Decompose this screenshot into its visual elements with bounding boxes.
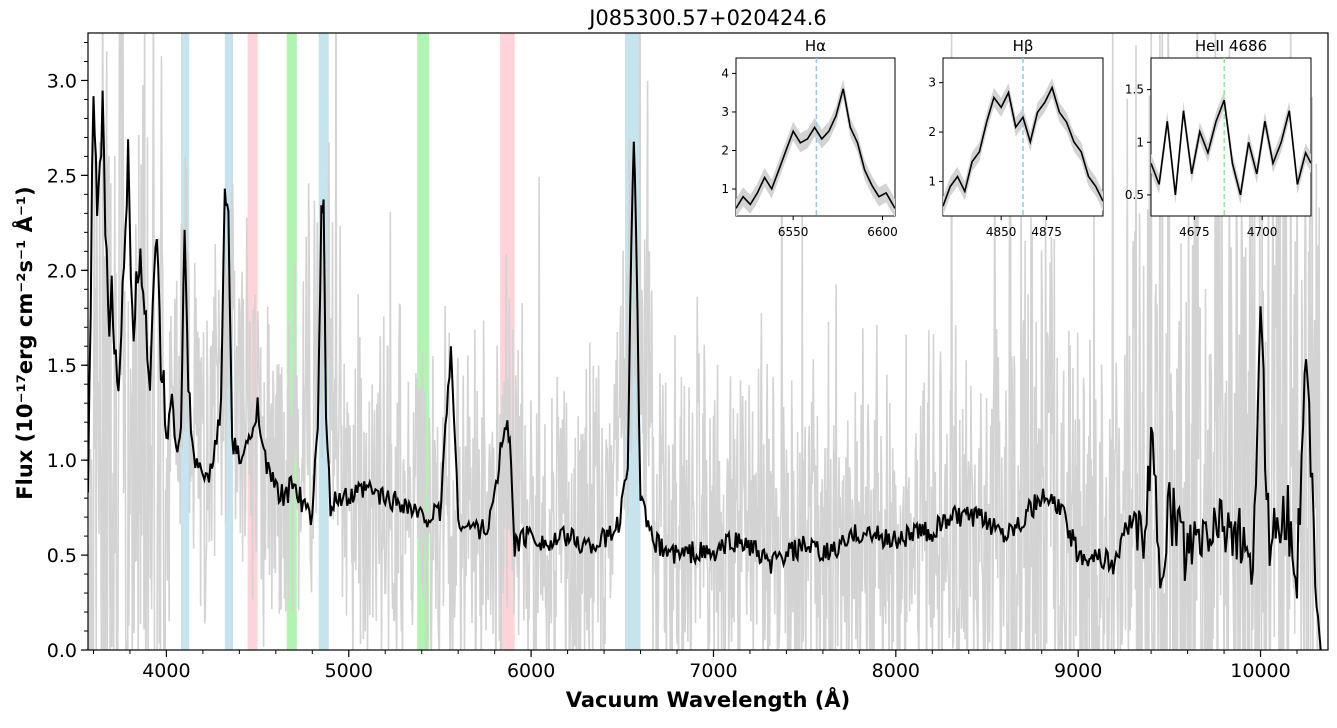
inset-title: Hα	[805, 37, 826, 55]
shaded-band	[286, 33, 297, 650]
smoothed-spectrum-line	[88, 90, 1322, 650]
inset-x-tick-label: 4875	[1031, 225, 1062, 239]
inset-error-band	[943, 78, 1103, 216]
inset-y-tick-label: 1	[1136, 135, 1144, 149]
y-axis-label: Flux (10⁻¹⁷erg cm⁻²s⁻¹ Å⁻¹)	[12, 186, 37, 499]
inset-y-tick-label: 3	[721, 105, 729, 119]
inset-x-tick-label: 6550	[778, 225, 809, 239]
inset-y-tick-label: 0.5	[1125, 188, 1144, 202]
y-tick-label: 2.0	[47, 260, 77, 282]
x-tick-label: 7000	[689, 660, 737, 682]
x-axis-label: Vacuum Wavelength (Å)	[566, 687, 851, 712]
y-tick-label: 1.5	[47, 355, 77, 377]
inset-y-tick-label: 1	[928, 174, 936, 188]
shaded-band	[417, 33, 429, 650]
plot-frame	[87, 32, 1329, 651]
x-tick-label: 5000	[325, 660, 373, 682]
inset-x-tick-label: 6600	[867, 225, 898, 239]
inset-y-tick-label: 2	[928, 125, 936, 139]
inset-panel: Hβ 4850 4875 1 2 3	[928, 37, 1104, 239]
inset-y-tick-label: 1	[721, 182, 729, 196]
inset-spectrum-line	[943, 85, 1103, 207]
x-tick-label: 10000	[1230, 660, 1290, 682]
inset-spectrum-line	[1151, 99, 1311, 196]
inset-y-tick-label: 3	[928, 76, 936, 90]
inset-title: Hβ	[1013, 37, 1034, 55]
inset-y-tick-label: 4	[721, 66, 729, 80]
inset-panel: Hα 6550 6600 1 2 3 4	[721, 37, 897, 239]
x-tick-label: 8000	[872, 660, 920, 682]
inset-x-tick-label: 4850	[986, 225, 1017, 239]
inset-x-tick-label: 4675	[1179, 225, 1210, 239]
inset-panel: HeII 4686 4675 4700 0.5 1 1.5	[1125, 37, 1312, 239]
y-tick-label: 1.0	[47, 450, 77, 472]
x-tick-label: 6000	[507, 660, 555, 682]
y-tick-label: 2.5	[47, 165, 77, 187]
x-tick-label: 9000	[1054, 660, 1102, 682]
inset-spectrum-line	[736, 88, 895, 209]
inset-error-band	[736, 79, 895, 216]
inset-title: HeII 4686	[1195, 37, 1267, 55]
y-tick-label: 0.0	[47, 640, 77, 662]
inset-y-tick-label: 2	[721, 143, 729, 157]
chart-title: J085300.57+020424.6	[587, 6, 827, 30]
x-tick-label: 4000	[142, 660, 190, 682]
y-tick-label: 0.5	[47, 545, 77, 567]
inset-x-tick-label: 4700	[1247, 225, 1278, 239]
y-tick-label: 3.0	[47, 70, 77, 92]
raw-spectrum-line	[88, 33, 1321, 650]
inset-y-tick-label: 1.5	[1125, 83, 1144, 97]
